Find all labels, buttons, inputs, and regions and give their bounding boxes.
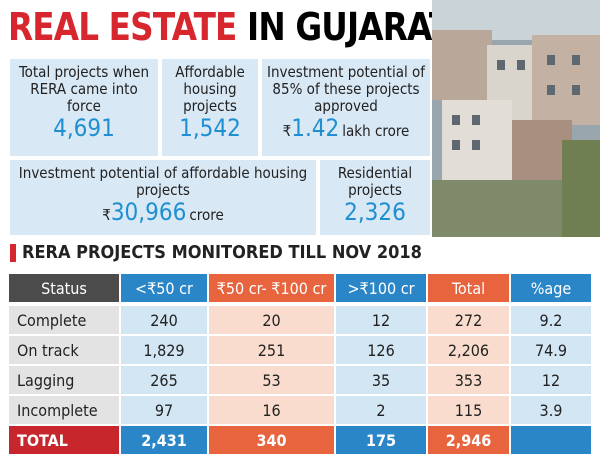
table-cell: 74.9 <box>510 335 592 365</box>
table-cell: 115 <box>427 395 510 425</box>
stat-value: 4,691 <box>53 114 115 142</box>
total-cell: 175 <box>335 425 427 455</box>
table-cell: 240 <box>120 305 208 335</box>
table-cell: 353 <box>427 365 510 395</box>
header-cell: <₹50 cr <box>120 273 208 303</box>
table-cell: 9.2 <box>510 305 592 335</box>
stat-value-line: 2,326 <box>324 199 426 225</box>
header-cell: >₹100 cr <box>335 273 427 303</box>
stat-value-line: ₹30,966 crore <box>14 199 312 225</box>
stat-value-line: ₹1.42 lakh crore <box>266 115 426 141</box>
stat-value: 1.42 <box>291 114 340 142</box>
table-cell: 2 <box>335 395 427 425</box>
stat-value-line: 1,542 <box>166 115 254 141</box>
stat-label: Residential projects <box>337 164 413 199</box>
table-cell: Complete <box>8 305 120 335</box>
table-cell: 16 <box>208 395 335 425</box>
title: REAL ESTATE IN GUJARAT <box>8 4 451 50</box>
stat-box: Affordable housing projects 1,542 <box>160 57 260 158</box>
table-cell: 3.9 <box>510 395 592 425</box>
stat-value: 2,326 <box>344 198 406 226</box>
stat-box: Investment potential of affordable housi… <box>8 158 318 237</box>
header-cell: ₹50 cr- ₹100 cr <box>208 273 335 303</box>
table-cell: 97 <box>120 395 208 425</box>
total-cell: 340 <box>208 425 335 455</box>
stat-label: Investment potential of affordable housi… <box>18 164 308 199</box>
table-cell: Lagging <box>8 365 120 395</box>
table-cell: 53 <box>208 365 335 395</box>
stat-prefix: ₹ <box>102 206 111 224</box>
title-red: REAL ESTATE <box>8 5 237 49</box>
header-cell: Status <box>8 273 120 303</box>
stat-label: Investment potential of 85% of these pro… <box>266 63 426 115</box>
header-cell: %age <box>510 273 592 303</box>
stat-label: Total projects when RERA came into force <box>18 63 150 115</box>
table-cell: 20 <box>208 305 335 335</box>
table-cell: 12 <box>335 305 427 335</box>
title-black: IN GUJARAT <box>247 5 451 49</box>
stat-unit: lakh crore <box>342 122 410 140</box>
table-cell: On track <box>8 335 120 365</box>
table-cell: 2,206 <box>427 335 510 365</box>
table-cell: 35 <box>335 365 427 395</box>
table-cell: 272 <box>427 305 510 335</box>
total-empty-cell <box>510 425 592 455</box>
table-cell: 12 <box>510 365 592 395</box>
stat-label: Affordable housing projects <box>175 63 245 115</box>
table-cell: 1,829 <box>120 335 208 365</box>
stat-box: Residential projects 2,326 <box>318 158 432 237</box>
stat-value: 30,966 <box>110 198 187 226</box>
stat-box: Total projects when RERA came into force… <box>8 57 160 158</box>
table-cell: 251 <box>208 335 335 365</box>
table-cell: 265 <box>120 365 208 395</box>
stat-value-line: 4,691 <box>14 115 154 141</box>
stat-box: Investment potential of 85% of these pro… <box>260 57 432 158</box>
table-cell: 126 <box>335 335 427 365</box>
stat-unit: crore <box>189 206 224 224</box>
section-title: RERA PROJECTS MONITORED TILL NOV 2018 <box>8 241 432 265</box>
city-photo <box>432 0 600 237</box>
stat-prefix: ₹ <box>282 122 292 140</box>
total-cell: TOTAL <box>8 425 120 455</box>
total-cell: 2,431 <box>120 425 208 455</box>
header-cell: Total <box>427 273 510 303</box>
total-cell: 2,946 <box>427 425 510 455</box>
table-cell: Incomplete <box>8 395 120 425</box>
stat-value: 1,542 <box>179 114 241 142</box>
